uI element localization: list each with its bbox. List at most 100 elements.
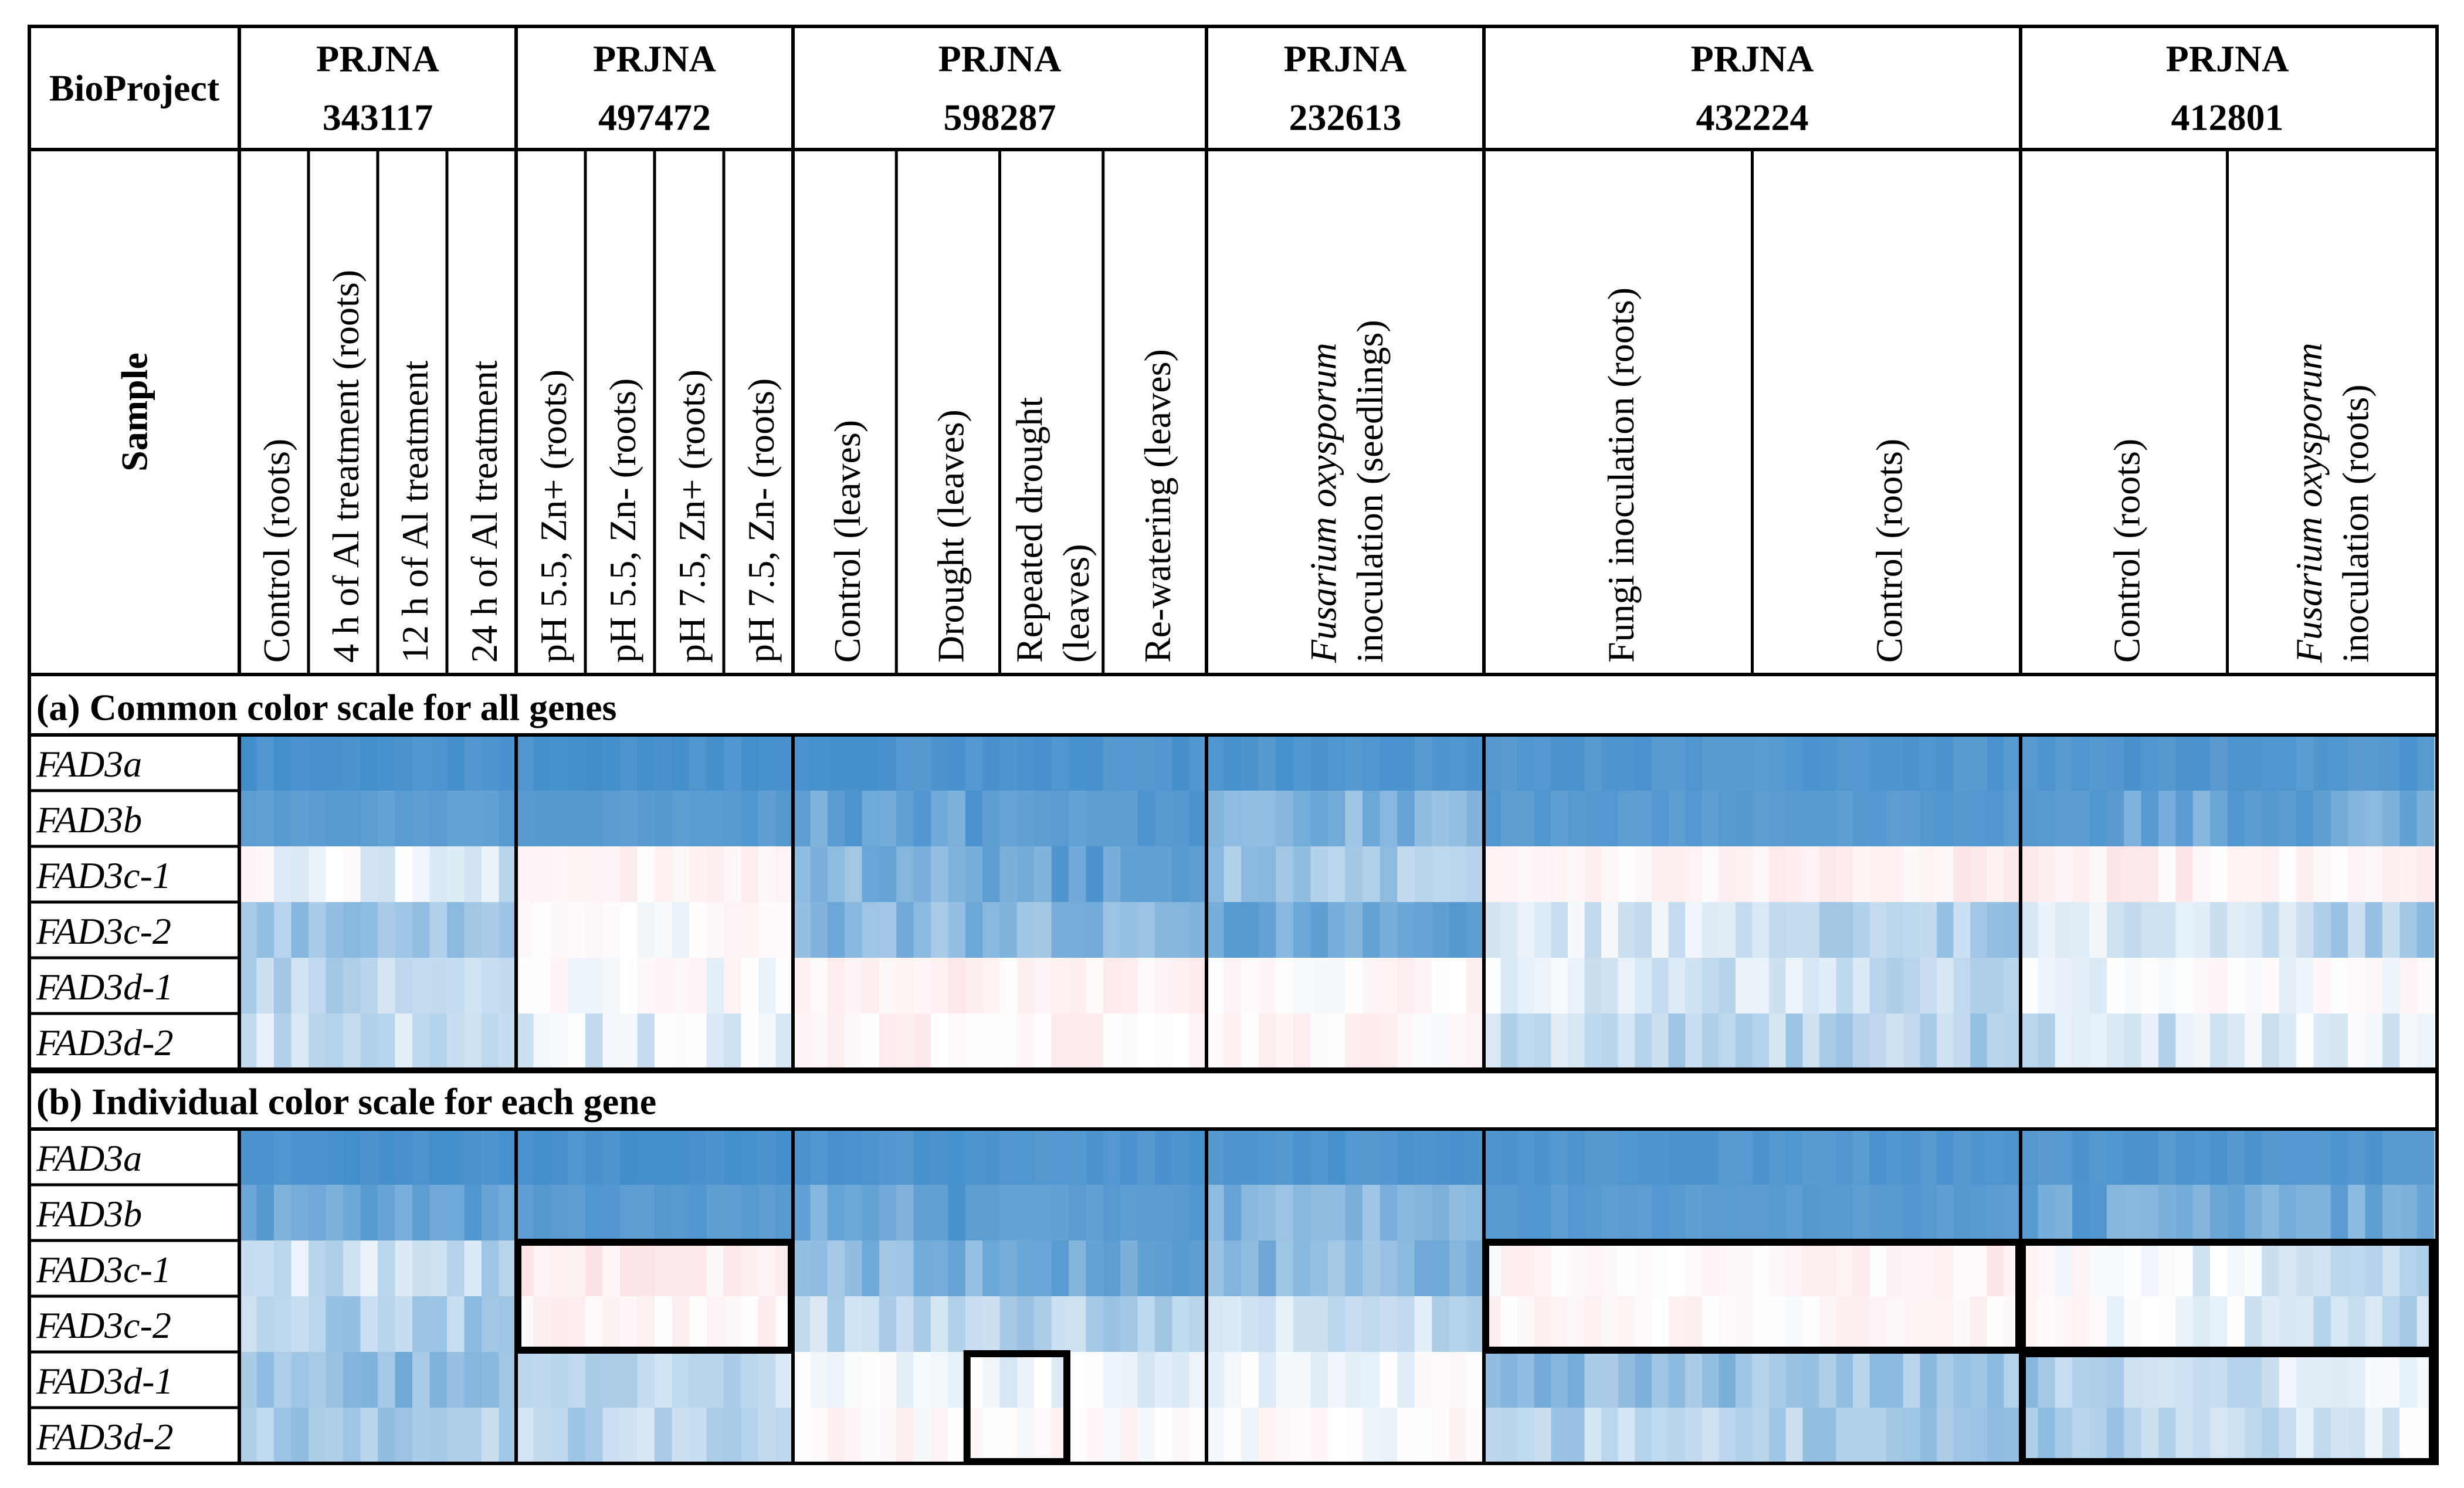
heatmap-cell: [360, 1240, 378, 1296]
heatmap-cell: [1016, 1129, 1035, 1185]
heatmap-cell: [1517, 791, 1535, 846]
heatmap-cell: [412, 902, 431, 958]
heatmap-cell: [2124, 1129, 2142, 1185]
heatmap-cell: [1258, 846, 1277, 902]
heatmap-cell: [1484, 1185, 1502, 1240]
heatmap-cell: [896, 1129, 914, 1185]
heatmap-cell: [1584, 958, 1602, 1014]
sample-label: Control (roots): [1868, 439, 1910, 663]
heatmap-cell: [1466, 846, 1484, 902]
heatmap-cell: [464, 902, 482, 958]
heatmap-cell: [2089, 846, 2107, 902]
heatmap-cell: [1920, 1129, 1937, 1185]
heatmap-cell: [775, 791, 794, 846]
heatmap-cell: [1016, 791, 1035, 846]
heatmap-cell: [1086, 1240, 1104, 1296]
heatmap-cell: [2072, 846, 2090, 902]
heatmap-cell: [378, 1185, 396, 1240]
heatmap-cell: [1103, 902, 1121, 958]
heatmap-cell: [1500, 846, 1518, 902]
heatmap-cell: [775, 846, 794, 902]
heatmap-cell: [499, 1240, 517, 1296]
heatmap-cell: [1584, 1352, 1602, 1408]
heatmap-cell: [2399, 1185, 2418, 1240]
heatmap-cell: [775, 902, 794, 958]
project-name: PRJNA: [2166, 38, 2289, 80]
heatmap-cell: [499, 1408, 517, 1463]
heatmap-cell: [1051, 1129, 1069, 1185]
sample-label-line2: (leaves): [1055, 544, 1097, 663]
heatmap-cell: [2262, 1014, 2280, 1069]
heatmap-cell: [1051, 958, 1069, 1014]
heatmap-cell: [879, 1352, 897, 1408]
heatmap-cell: [741, 1185, 759, 1240]
heatmap-cell: [2416, 735, 2435, 791]
heatmap-cell: [2038, 791, 2056, 846]
heatmap-cell: [1086, 1014, 1104, 1069]
heatmap-cell: [1223, 735, 1242, 791]
heatmap-cell: [360, 902, 378, 958]
heatmap-cell: [982, 791, 1001, 846]
heatmap-cell: [913, 1240, 931, 1296]
heatmap-cell: [655, 1352, 673, 1408]
heatmap-cell: [2038, 846, 2056, 902]
heatmap-cell: [1618, 846, 1636, 902]
heatmap-cell: [2055, 846, 2073, 902]
heatmap-cell: [827, 735, 845, 791]
heatmap-cell: [2141, 902, 2159, 958]
heatmap-cell: [706, 735, 724, 791]
gene-label: FAD3a: [36, 743, 142, 785]
heatmap-cell: [2348, 958, 2366, 1014]
heatmap-cell: [1920, 1185, 1937, 1240]
heatmap-cell: [1970, 735, 1988, 791]
heatmap-cell: [655, 1014, 673, 1069]
heatmap-cell: [1258, 958, 1277, 1014]
heatmap-cell: [1517, 1296, 1535, 1352]
heatmap-cell: [1651, 1352, 1669, 1408]
heatmap-cell: [655, 791, 673, 846]
heatmap-cell: [2106, 1185, 2125, 1240]
heatmap-cell: [291, 1408, 309, 1463]
heatmap-cell: [1635, 1352, 1652, 1408]
heatmap-cell: [913, 791, 931, 846]
heatmap-cell: [793, 1408, 811, 1463]
heatmap-cell: [1258, 1240, 1277, 1296]
heatmap-cell: [1635, 1185, 1652, 1240]
heatmap-cell: [326, 958, 344, 1014]
heatmap-cell: [1380, 735, 1398, 791]
heatmap-cell: [395, 958, 413, 1014]
project-name: PRJNA: [1284, 38, 1407, 80]
heatmap-cell: [1466, 1240, 1484, 1296]
heatmap-cell: [1137, 1014, 1155, 1069]
heatmap-cell: [1189, 1240, 1207, 1296]
heatmap-cell: [395, 1296, 413, 1352]
heatmap-cell: [1432, 1014, 1450, 1069]
heatmap-cell: [1618, 1240, 1636, 1296]
heatmap-cell: [1258, 735, 1277, 791]
heatmap-cell: [2330, 1408, 2348, 1463]
heatmap-cell: [2072, 791, 2090, 846]
heatmap-cell: [1380, 1014, 1398, 1069]
heatmap-cell: [2021, 1129, 2039, 1185]
heatmap-cell: [343, 1014, 361, 1069]
heatmap-cell: [637, 791, 655, 846]
heatmap-cell: [999, 1352, 1018, 1408]
heatmap-cell: [913, 1408, 931, 1463]
heatmap-cell: [2227, 1352, 2245, 1408]
heatmap-cell: [1886, 1014, 1904, 1069]
heatmap-cell: [1937, 1352, 1954, 1408]
heatmap-cell: [637, 1408, 655, 1463]
heatmap-cell: [845, 791, 863, 846]
heatmap-cell: [1853, 1352, 1870, 1408]
heatmap-cell: [775, 735, 794, 791]
heatmap-cell: [1853, 1185, 1870, 1240]
heatmap-cell: [1534, 958, 1552, 1014]
heatmap-cell: [360, 1185, 378, 1240]
heatmap-cell: [1970, 958, 1988, 1014]
heatmap-cell: [1785, 1352, 1804, 1408]
heatmap-cell: [965, 1240, 983, 1296]
heatmap-cell: [637, 1014, 655, 1069]
heatmap-cell: [1785, 1408, 1804, 1463]
heatmap-cell: [360, 1352, 378, 1408]
heatmap-cell: [2124, 1296, 2142, 1352]
